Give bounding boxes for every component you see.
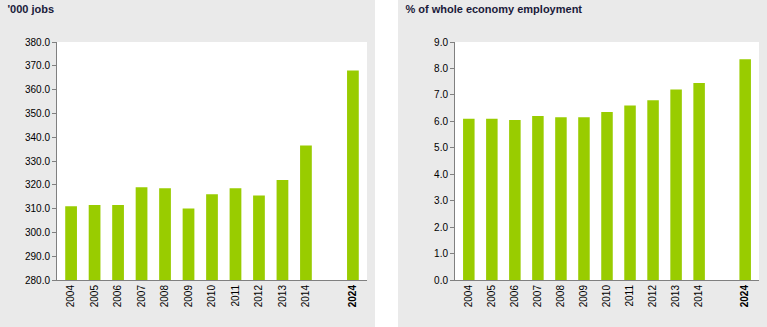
svg-text:2012: 2012 bbox=[253, 285, 264, 308]
svg-text:2006: 2006 bbox=[112, 285, 123, 308]
svg-text:2012: 2012 bbox=[647, 285, 658, 308]
svg-text:2013: 2013 bbox=[670, 285, 681, 308]
svg-text:3.0: 3.0 bbox=[434, 195, 448, 206]
svg-text:2024: 2024 bbox=[739, 285, 750, 308]
svg-text:340.0: 340.0 bbox=[25, 132, 50, 143]
svg-text:7.0: 7.0 bbox=[434, 89, 448, 100]
svg-text:2006: 2006 bbox=[509, 285, 520, 308]
svg-text:% of whole economy employment: % of whole economy employment bbox=[405, 3, 582, 15]
svg-text:2010: 2010 bbox=[601, 285, 612, 308]
svg-text:2007: 2007 bbox=[532, 285, 543, 308]
svg-text:2004: 2004 bbox=[65, 285, 76, 308]
svg-text:1.0: 1.0 bbox=[434, 248, 448, 259]
svg-text:2011: 2011 bbox=[624, 285, 635, 307]
svg-text:2013: 2013 bbox=[277, 285, 288, 308]
svg-text:2014: 2014 bbox=[693, 285, 704, 308]
svg-text:310.0: 310.0 bbox=[25, 203, 50, 214]
svg-text:8.0: 8.0 bbox=[434, 63, 448, 74]
svg-text:2014: 2014 bbox=[300, 285, 311, 308]
svg-text:'000 jobs: '000 jobs bbox=[8, 3, 55, 15]
svg-text:320.0: 320.0 bbox=[25, 179, 50, 190]
svg-text:280.0: 280.0 bbox=[25, 275, 50, 286]
svg-text:2009: 2009 bbox=[578, 285, 589, 308]
svg-text:0.0: 0.0 bbox=[434, 275, 448, 286]
svg-text:360.0: 360.0 bbox=[25, 84, 50, 95]
svg-text:2008: 2008 bbox=[159, 285, 170, 308]
svg-text:350.0: 350.0 bbox=[25, 108, 50, 119]
svg-text:370.0: 370.0 bbox=[25, 60, 50, 71]
svg-text:300.0: 300.0 bbox=[25, 227, 50, 238]
svg-text:2010: 2010 bbox=[206, 285, 217, 308]
svg-text:290.0: 290.0 bbox=[25, 251, 50, 262]
svg-text:2.0: 2.0 bbox=[434, 222, 448, 233]
svg-text:2005: 2005 bbox=[486, 285, 497, 308]
svg-text:9.0: 9.0 bbox=[434, 37, 448, 48]
svg-text:6.0: 6.0 bbox=[434, 116, 448, 127]
svg-text:4.0: 4.0 bbox=[434, 169, 448, 180]
svg-text:2009: 2009 bbox=[183, 285, 194, 308]
svg-text:2004: 2004 bbox=[463, 285, 474, 308]
svg-text:5.0: 5.0 bbox=[434, 142, 448, 153]
svg-text:2007: 2007 bbox=[136, 285, 147, 308]
svg-text:2024: 2024 bbox=[347, 285, 358, 308]
svg-text:2008: 2008 bbox=[555, 285, 566, 308]
svg-text:330.0: 330.0 bbox=[25, 156, 50, 167]
svg-text:2005: 2005 bbox=[89, 285, 100, 308]
svg-text:2011: 2011 bbox=[230, 285, 241, 307]
svg-text:380.0: 380.0 bbox=[25, 37, 50, 48]
